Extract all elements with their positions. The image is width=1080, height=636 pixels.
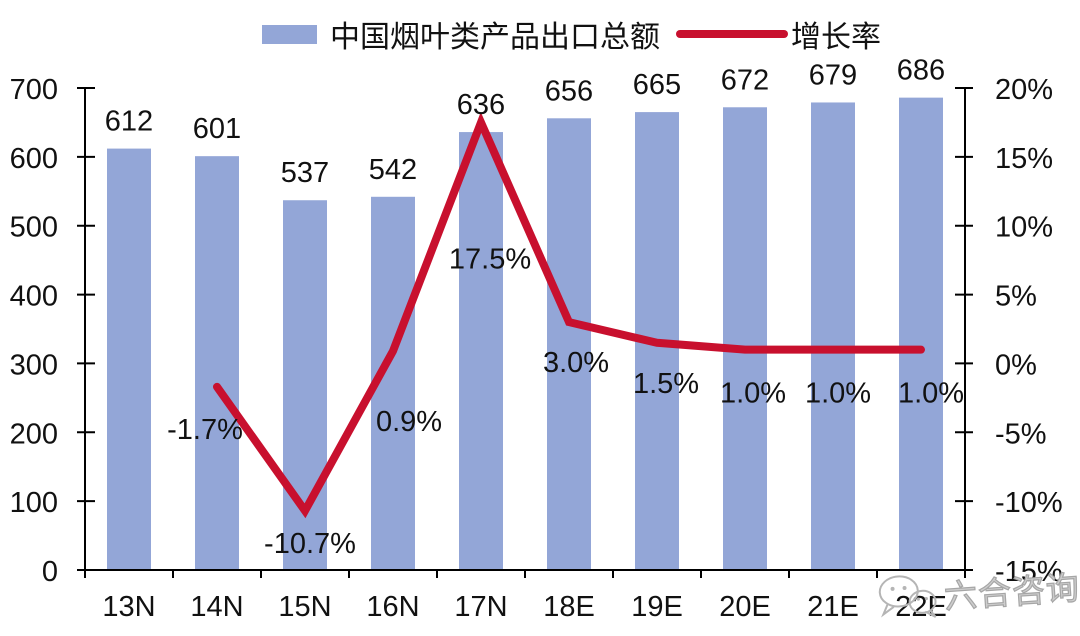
right-axis-tick-label: 0%: [995, 349, 1037, 381]
growth-value-label: 1.0%: [720, 378, 786, 410]
growth-value-label: 0.9%: [376, 406, 442, 438]
bar-value-label: 542: [369, 154, 417, 186]
bar-20E: [723, 107, 767, 570]
bar-legend-swatch: [262, 24, 317, 44]
legend-item-growth: 增长率: [676, 12, 881, 56]
right-axis-tick-label: -15%: [995, 556, 1063, 588]
line-legend-swatch: [676, 30, 788, 38]
growth-value-label: 1.0%: [898, 378, 964, 410]
bar-value-label: 612: [105, 106, 153, 138]
growth-value-label: 1.5%: [633, 368, 699, 400]
right-axis-tick-label: 15%: [995, 143, 1053, 175]
left-axis-tick-label: 100: [10, 487, 58, 519]
x-axis-label: 16N: [366, 591, 419, 623]
right-axis-tick-label: -10%: [995, 487, 1063, 519]
growth-value-label: 1.0%: [805, 378, 871, 410]
line-legend-label: 增长率: [791, 21, 881, 54]
x-axis-label: 17N: [454, 591, 507, 623]
watermark-text: 六合咨询: [942, 568, 1080, 616]
bar-value-label: 537: [281, 157, 329, 189]
x-axis-label: 21E: [807, 591, 859, 623]
bar-legend-label: 中国烟叶类产品出口总额: [330, 21, 660, 54]
x-axis-label: 15N: [278, 591, 331, 623]
bar-value-label: 656: [545, 75, 593, 107]
x-axis-label: 14N: [190, 591, 243, 623]
legend: 中国烟叶类产品出口总额 增长率: [262, 12, 881, 56]
x-axis-label: 20E: [719, 591, 771, 623]
left-axis-tick-label: 400: [10, 281, 58, 313]
growth-line: [213, 111, 925, 519]
left-axis-tick-label: 200: [10, 418, 58, 450]
x-axis-label: 19E: [631, 591, 683, 623]
growth-value-label: -10.7%: [264, 528, 356, 560]
legend-item-exports: 中国烟叶类产品出口总额: [262, 12, 660, 56]
growth-value-label: -1.7%: [167, 414, 243, 446]
bar-22E: [899, 97, 943, 570]
bar-17N: [459, 132, 503, 570]
x-axis-label: 18E: [543, 591, 595, 623]
right-axis-tick-label: 20%: [995, 74, 1053, 106]
bar-value-label: 601: [193, 113, 241, 145]
bar-value-label: 636: [457, 89, 505, 121]
left-axis-tick-label: 0: [42, 556, 58, 588]
left-axis-tick-label: 700: [10, 74, 58, 106]
bar-14N: [195, 156, 239, 570]
bar-value-label: 672: [721, 64, 769, 96]
bar-value-label: 679: [809, 59, 857, 91]
x-axis-label: 13N: [102, 591, 155, 623]
left-axis-tick-label: 300: [10, 349, 58, 381]
bar-value-label: 665: [633, 69, 681, 101]
bar-21E: [811, 102, 855, 571]
wechat-icon: [878, 575, 937, 618]
growth-value-label: 3.0%: [543, 347, 609, 379]
left-axis-tick-label: 600: [10, 143, 58, 175]
watermark: 六合咨询: [872, 559, 1080, 625]
left-axis-tick-label: 500: [10, 212, 58, 244]
right-axis-tick-label: 5%: [995, 281, 1037, 313]
right-axis-tick-label: 10%: [995, 212, 1053, 244]
bar-18E: [547, 118, 591, 570]
bar-13N: [107, 148, 151, 570]
growth-value-label: 17.5%: [449, 243, 531, 275]
bar-value-label: 686: [897, 55, 945, 87]
x-axis-label: 22E: [895, 591, 947, 623]
right-axis-tick-label: -5%: [995, 418, 1047, 450]
